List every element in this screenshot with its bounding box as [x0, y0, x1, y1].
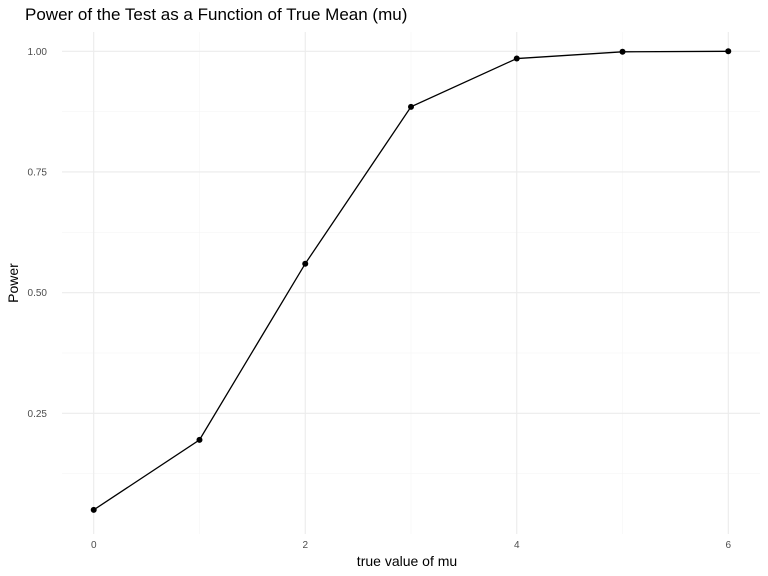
x-axis-label: true value of mu: [356, 553, 458, 569]
tick-labels: 0.25 0.50 0.75 1.00 0 2 4 6: [28, 47, 732, 551]
y-tick-label: 0.50: [28, 288, 48, 299]
x-tick-label: 4: [514, 540, 520, 551]
major-gridlines: [62, 32, 760, 534]
data-point: [302, 260, 309, 267]
data-point: [408, 103, 414, 110]
minor-gridlines: [62, 32, 760, 534]
y-tick-label: 1.00: [28, 47, 48, 58]
y-tick-label: 0.25: [28, 409, 48, 420]
series-layer: [90, 48, 732, 513]
data-point: [619, 48, 626, 55]
x-tick-label: 0: [91, 540, 97, 551]
chart-title: Power of the Test as a Function of True …: [25, 5, 408, 24]
y-tick-label: 0.75: [28, 167, 48, 178]
data-point: [725, 48, 732, 55]
x-tick-label: 6: [725, 540, 731, 551]
data-point: [196, 436, 203, 443]
x-tick-label: 2: [302, 540, 308, 551]
data-point: [513, 55, 520, 62]
data-point: [90, 506, 97, 513]
